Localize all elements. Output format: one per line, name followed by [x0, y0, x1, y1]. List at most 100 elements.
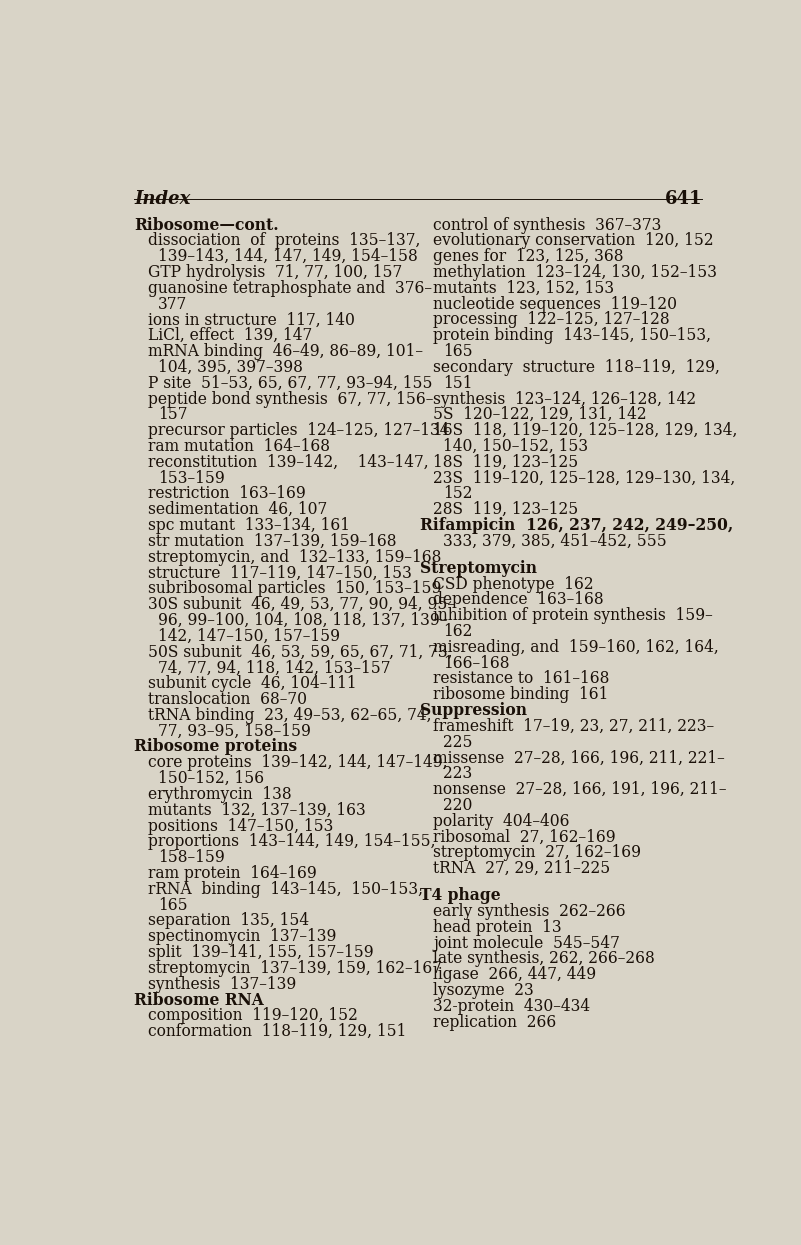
- Text: restriction  163–169: restriction 163–169: [148, 486, 306, 503]
- Text: streptomycin, and  132–133, 159–168: streptomycin, and 132–133, 159–168: [148, 549, 441, 565]
- Text: T4 phage: T4 phage: [420, 888, 501, 904]
- Text: missense  27–28, 166, 196, 211, 221–: missense 27–28, 166, 196, 211, 221–: [433, 749, 725, 767]
- Text: 150–152, 156: 150–152, 156: [158, 771, 264, 787]
- Text: spectinomycin  137–139: spectinomycin 137–139: [148, 929, 336, 945]
- Text: 165: 165: [158, 896, 187, 914]
- Text: translocation  68–70: translocation 68–70: [148, 691, 307, 708]
- Text: 142, 147–150, 157–159: 142, 147–150, 157–159: [158, 627, 340, 645]
- Text: conformation  118–119, 129, 151: conformation 118–119, 129, 151: [148, 1023, 406, 1041]
- Text: frameshift  17–19, 23, 27, 211, 223–: frameshift 17–19, 23, 27, 211, 223–: [433, 718, 714, 735]
- Text: 152: 152: [444, 486, 473, 503]
- Text: tRNA  27, 29, 211–225: tRNA 27, 29, 211–225: [433, 860, 610, 878]
- Text: 220: 220: [444, 797, 473, 814]
- Text: spc mutant  133–134, 161: spc mutant 133–134, 161: [148, 517, 350, 534]
- Text: ribosome binding  161: ribosome binding 161: [433, 686, 609, 703]
- Text: joint molecule  545–547: joint molecule 545–547: [433, 935, 620, 951]
- Text: lysozyme  23: lysozyme 23: [433, 982, 534, 998]
- Text: resistance to  161–168: resistance to 161–168: [433, 671, 610, 687]
- Text: CSD phenotype  162: CSD phenotype 162: [433, 575, 594, 593]
- Text: dissociation  of  proteins  135–137,: dissociation of proteins 135–137,: [148, 233, 421, 249]
- Text: guanosine tetraphosphate and  376–: guanosine tetraphosphate and 376–: [148, 280, 432, 296]
- Text: 74, 77, 94, 118, 142, 153–157: 74, 77, 94, 118, 142, 153–157: [158, 660, 390, 676]
- Text: 333, 379, 385, 451–452, 555: 333, 379, 385, 451–452, 555: [444, 533, 667, 550]
- Text: 377: 377: [158, 295, 187, 312]
- Text: 28S  119, 123–125: 28S 119, 123–125: [433, 502, 579, 518]
- Text: ram protein  164–169: ram protein 164–169: [148, 865, 316, 881]
- Text: secondary  structure  118–119,  129,: secondary structure 118–119, 129,: [433, 359, 720, 376]
- Text: Suppression: Suppression: [420, 702, 527, 720]
- Text: nonsense  27–28, 166, 191, 196, 211–: nonsense 27–28, 166, 191, 196, 211–: [433, 781, 727, 798]
- Text: methylation  123–124, 130, 152–153: methylation 123–124, 130, 152–153: [433, 264, 718, 281]
- Text: ribosomal  27, 162–169: ribosomal 27, 162–169: [433, 829, 616, 845]
- Text: early synthesis  262–266: early synthesis 262–266: [433, 903, 626, 920]
- Text: positions  147–150, 153: positions 147–150, 153: [148, 818, 333, 834]
- Text: rRNA  binding  143–145,  150–153,: rRNA binding 143–145, 150–153,: [148, 881, 423, 898]
- Text: structure  117–119, 147–150, 153: structure 117–119, 147–150, 153: [148, 564, 412, 581]
- Text: reconstitution  139–142,    143–147,: reconstitution 139–142, 143–147,: [148, 453, 429, 471]
- Text: streptomycin  137–139, 159, 162–167: streptomycin 137–139, 159, 162–167: [148, 960, 442, 977]
- Text: composition  119–120, 152: composition 119–120, 152: [148, 1007, 358, 1025]
- Text: P site  51–53, 65, 67, 77, 93–94, 155: P site 51–53, 65, 67, 77, 93–94, 155: [148, 375, 433, 392]
- Text: split  139–141, 155, 157–159: split 139–141, 155, 157–159: [148, 944, 373, 961]
- Text: tRNA binding  23, 49–53, 62–65, 74,: tRNA binding 23, 49–53, 62–65, 74,: [148, 707, 432, 723]
- Text: mutants  123, 152, 153: mutants 123, 152, 153: [433, 280, 614, 296]
- Text: Rifampicin  126, 237, 242, 249–250,: Rifampicin 126, 237, 242, 249–250,: [420, 517, 733, 534]
- Text: 151: 151: [444, 375, 473, 392]
- Text: genes for  123, 125, 368: genes for 123, 125, 368: [433, 248, 624, 265]
- Text: core proteins  139–142, 144, 147–149,: core proteins 139–142, 144, 147–149,: [148, 754, 448, 772]
- Text: 153–159: 153–159: [158, 469, 224, 487]
- Text: 223: 223: [444, 766, 473, 782]
- Text: separation  135, 154: separation 135, 154: [148, 913, 309, 930]
- Text: Index: Index: [135, 189, 191, 208]
- Text: Ribosome RNA: Ribosome RNA: [135, 991, 264, 1008]
- Text: 104, 395, 397–398: 104, 395, 397–398: [158, 359, 303, 376]
- Text: erythromycin  138: erythromycin 138: [148, 786, 292, 803]
- Text: replication  266: replication 266: [433, 1013, 557, 1031]
- Text: mRNA binding  46–49, 86–89, 101–: mRNA binding 46–49, 86–89, 101–: [148, 344, 423, 360]
- Text: 158–159: 158–159: [158, 849, 224, 867]
- Text: peptide bond synthesis  67, 77, 156–: peptide bond synthesis 67, 77, 156–: [148, 391, 433, 407]
- Text: ram mutation  164–168: ram mutation 164–168: [148, 438, 330, 454]
- Text: 23S  119–120, 125–128, 129–130, 134,: 23S 119–120, 125–128, 129–130, 134,: [433, 469, 736, 487]
- Text: Ribosome—cont.: Ribosome—cont.: [135, 217, 279, 234]
- Text: ions in structure  117, 140: ions in structure 117, 140: [148, 311, 355, 329]
- Text: late synthesis, 262, 266–268: late synthesis, 262, 266–268: [433, 950, 655, 967]
- Text: 139–143, 144, 147, 149, 154–158: 139–143, 144, 147, 149, 154–158: [158, 248, 417, 265]
- Text: 32-protein  430–434: 32-protein 430–434: [433, 998, 590, 1015]
- Text: LiCl, effect  139, 147: LiCl, effect 139, 147: [148, 327, 312, 344]
- Text: head protein  13: head protein 13: [433, 919, 562, 936]
- Text: polarity  404–406: polarity 404–406: [433, 813, 570, 830]
- Text: dependence  163–168: dependence 163–168: [433, 591, 604, 609]
- Text: proportions  143–144, 149, 154–155,: proportions 143–144, 149, 154–155,: [148, 833, 436, 850]
- Text: 166–168: 166–168: [444, 655, 510, 671]
- Text: synthesis  123–124, 126–128, 142: synthesis 123–124, 126–128, 142: [433, 391, 697, 407]
- Text: str mutation  137–139, 159–168: str mutation 137–139, 159–168: [148, 533, 396, 550]
- Text: 157: 157: [158, 406, 187, 423]
- Text: subribosomal particles  150, 153–159: subribosomal particles 150, 153–159: [148, 580, 441, 598]
- Text: sedimentation  46, 107: sedimentation 46, 107: [148, 502, 327, 518]
- Text: Ribosome proteins: Ribosome proteins: [135, 738, 297, 756]
- Text: nucleotide sequences  119–120: nucleotide sequences 119–120: [433, 295, 678, 312]
- Text: evolutionary conservation  120, 152: evolutionary conservation 120, 152: [433, 233, 714, 249]
- Text: 16S  118, 119–120, 125–128, 129, 134,: 16S 118, 119–120, 125–128, 129, 134,: [433, 422, 738, 439]
- Text: 18S  119, 123–125: 18S 119, 123–125: [433, 453, 579, 471]
- Text: 96, 99–100, 104, 108, 118, 137, 139–: 96, 99–100, 104, 108, 118, 137, 139–: [158, 613, 447, 629]
- Text: 165: 165: [444, 344, 473, 360]
- Text: mutants  132, 137–139, 163: mutants 132, 137–139, 163: [148, 802, 366, 819]
- Text: misreading, and  159–160, 162, 164,: misreading, and 159–160, 162, 164,: [433, 639, 719, 656]
- Text: 225: 225: [444, 733, 473, 751]
- Text: subunit cycle  46, 104–111: subunit cycle 46, 104–111: [148, 675, 356, 692]
- Text: protein binding  143–145, 150–153,: protein binding 143–145, 150–153,: [433, 327, 711, 344]
- Text: 641: 641: [665, 189, 702, 208]
- Text: 140, 150–152, 153: 140, 150–152, 153: [444, 438, 589, 454]
- Text: control of synthesis  367–373: control of synthesis 367–373: [433, 217, 662, 234]
- Text: 162: 162: [444, 622, 473, 640]
- Text: precursor particles  124–125, 127–134: precursor particles 124–125, 127–134: [148, 422, 449, 439]
- Text: 77, 93–95, 158–159: 77, 93–95, 158–159: [158, 722, 311, 740]
- Text: inhibition of protein synthesis  159–: inhibition of protein synthesis 159–: [433, 608, 713, 624]
- Text: synthesis  137–139: synthesis 137–139: [148, 976, 296, 992]
- Text: 5S  120–122, 129, 131, 142: 5S 120–122, 129, 131, 142: [433, 406, 647, 423]
- Text: streptomycin  27, 162–169: streptomycin 27, 162–169: [433, 844, 642, 862]
- Text: GTP hydrolysis  71, 77, 100, 157: GTP hydrolysis 71, 77, 100, 157: [148, 264, 402, 281]
- Text: processing  122–125, 127–128: processing 122–125, 127–128: [433, 311, 670, 329]
